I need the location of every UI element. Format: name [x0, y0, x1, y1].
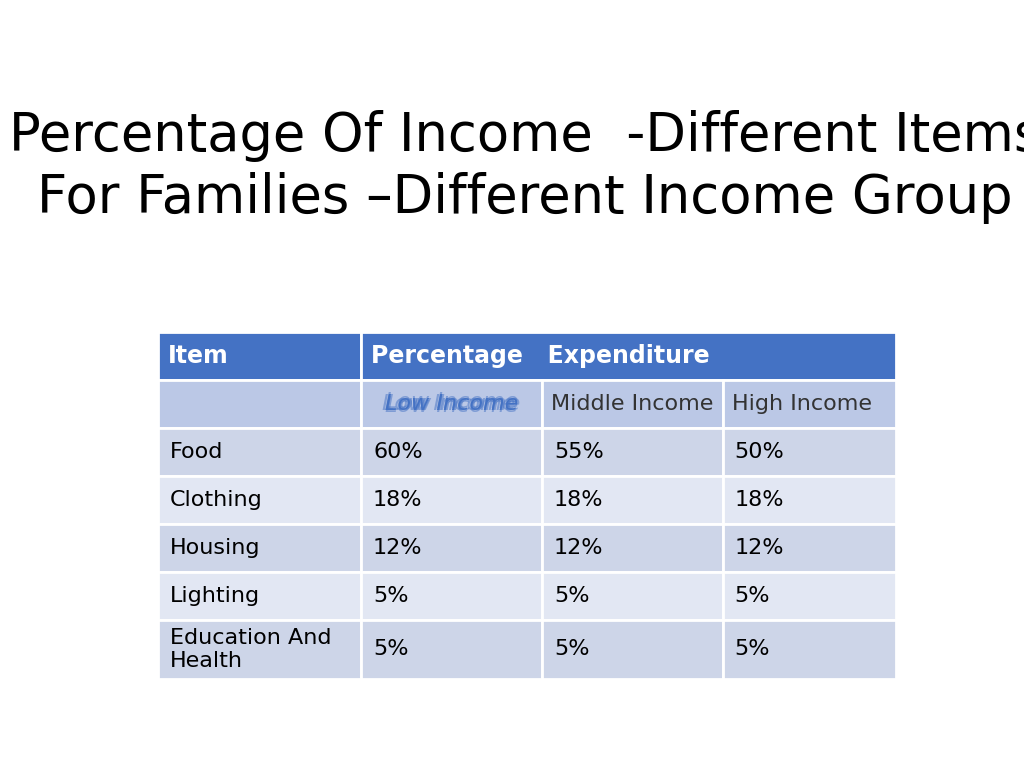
Text: 5%: 5% [554, 640, 590, 660]
Text: Low Income: Low Income [385, 396, 518, 415]
Text: Middle Income: Middle Income [552, 394, 714, 414]
FancyBboxPatch shape [723, 379, 896, 428]
FancyBboxPatch shape [361, 428, 542, 476]
Text: Low Income: Low Income [387, 394, 520, 414]
Text: 50%: 50% [734, 442, 784, 462]
Text: 5%: 5% [554, 586, 590, 606]
Text: Low Income: Low Income [382, 394, 516, 414]
FancyBboxPatch shape [723, 428, 896, 476]
Text: 18%: 18% [734, 490, 784, 510]
FancyBboxPatch shape [723, 572, 896, 620]
Text: 5%: 5% [734, 640, 770, 660]
FancyBboxPatch shape [542, 379, 723, 428]
Text: Percentage Of Income  -Different Items
For Families –Different Income Group: Percentage Of Income -Different Items Fo… [8, 110, 1024, 224]
FancyBboxPatch shape [542, 620, 723, 679]
Text: Education And
Health: Education And Health [170, 627, 332, 671]
FancyBboxPatch shape [361, 332, 896, 379]
Text: High Income: High Income [732, 394, 872, 414]
Text: Low Income: Low Income [385, 394, 518, 414]
FancyBboxPatch shape [361, 572, 542, 620]
FancyBboxPatch shape [361, 476, 542, 524]
FancyBboxPatch shape [542, 572, 723, 620]
Text: 55%: 55% [554, 442, 603, 462]
FancyBboxPatch shape [361, 379, 542, 428]
FancyBboxPatch shape [542, 476, 723, 524]
FancyBboxPatch shape [158, 379, 361, 428]
FancyBboxPatch shape [723, 620, 896, 679]
Text: Percentage   Expenditure: Percentage Expenditure [371, 344, 710, 368]
Text: 12%: 12% [554, 538, 603, 558]
FancyBboxPatch shape [158, 572, 361, 620]
Text: 12%: 12% [734, 538, 784, 558]
Text: Item: Item [168, 344, 228, 368]
FancyBboxPatch shape [723, 524, 896, 572]
FancyBboxPatch shape [158, 428, 361, 476]
Text: 60%: 60% [373, 442, 423, 462]
FancyBboxPatch shape [158, 524, 361, 572]
FancyBboxPatch shape [158, 620, 361, 679]
FancyBboxPatch shape [361, 524, 542, 572]
FancyBboxPatch shape [158, 332, 361, 379]
FancyBboxPatch shape [158, 476, 361, 524]
FancyBboxPatch shape [542, 524, 723, 572]
Text: Food: Food [170, 442, 223, 462]
Text: 5%: 5% [373, 586, 409, 606]
FancyBboxPatch shape [723, 476, 896, 524]
Text: Housing: Housing [170, 538, 260, 558]
Text: 18%: 18% [373, 490, 423, 510]
Text: Lighting: Lighting [170, 586, 260, 606]
Text: 12%: 12% [373, 538, 423, 558]
Text: Clothing: Clothing [170, 490, 263, 510]
FancyBboxPatch shape [361, 620, 542, 679]
Text: 18%: 18% [554, 490, 603, 510]
Text: 5%: 5% [373, 640, 409, 660]
Text: 5%: 5% [734, 586, 770, 606]
FancyBboxPatch shape [542, 428, 723, 476]
Text: Low Income: Low Income [385, 392, 518, 412]
